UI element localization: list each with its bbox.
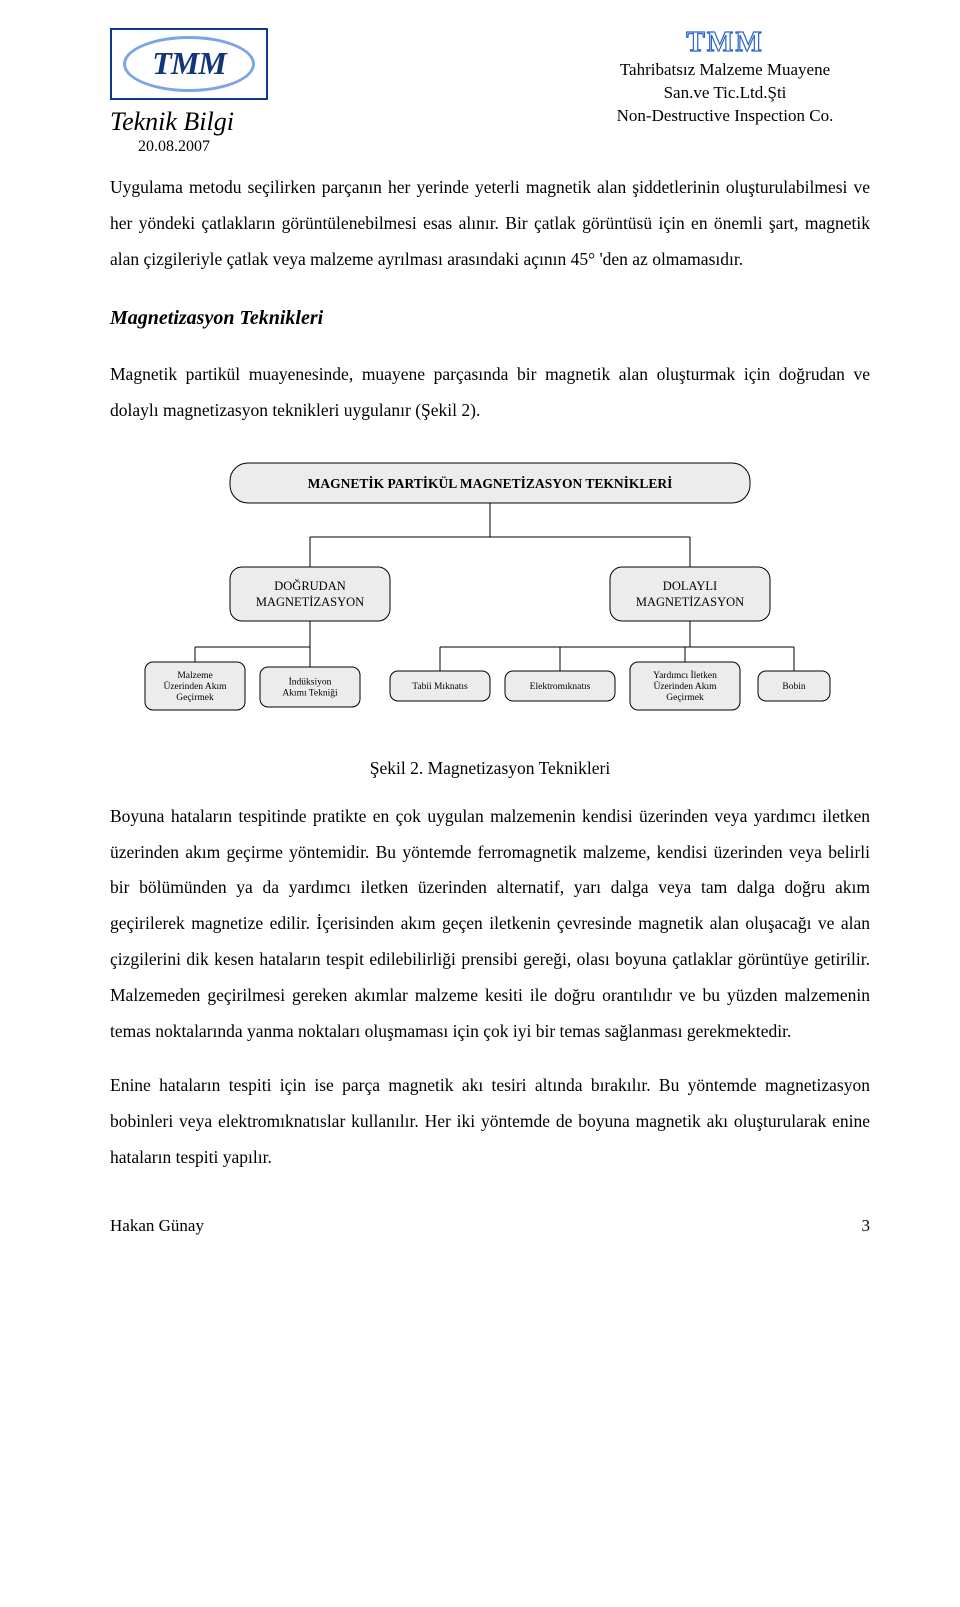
svg-text:Akımı Tekniği: Akımı Tekniği: [282, 688, 338, 698]
svg-text:MAGNETİZASYON: MAGNETİZASYON: [256, 595, 364, 609]
svg-text:Üzerinden Akım: Üzerinden Akım: [653, 680, 717, 692]
header-right-line1: Tahribatsız Malzeme Muayene: [580, 59, 870, 82]
section-title: Magnetizasyon Teknikleri: [110, 298, 870, 339]
header-left: TMM Teknik Bilgi 20.08.2007: [110, 28, 268, 156]
header-left-date: 20.08.2007: [138, 137, 268, 156]
svg-text:DOLAYLI: DOLAYLI: [663, 579, 717, 593]
paragraph-1: Uygulama metodu seçilirken parçanın her …: [110, 170, 870, 278]
svg-text:Geçirmek: Geçirmek: [176, 693, 214, 703]
header-right-outline: TMM: [580, 28, 870, 59]
header-right-line2: San.ve Tic.Ltd.Şti: [580, 82, 870, 105]
svg-text:Bobin: Bobin: [782, 682, 805, 692]
paragraph-3: Boyuna hataların tespitinde pratikte en …: [110, 799, 870, 1050]
magnetization-diagram: MAGNETİK PARTİKÜL MAGNETİZASYON TEKNİKLE…: [140, 457, 840, 717]
svg-text:İndüksiyon: İndüksiyon: [289, 675, 332, 687]
svg-text:Elektromıknatıs: Elektromıknatıs: [530, 682, 591, 692]
page-footer: Hakan Günay 3: [110, 1209, 870, 1244]
logo-text: TMM: [152, 31, 225, 97]
header-right: TMM Tahribatsız Malzeme Muayene San.ve T…: [580, 28, 870, 128]
svg-text:Yardımcı İletken: Yardımcı İletken: [653, 669, 717, 681]
paragraph-2: Magnetik partikül muayenesinde, muayene …: [110, 357, 870, 429]
footer-author: Hakan Günay: [110, 1209, 204, 1244]
diagram-container: MAGNETİK PARTİKÜL MAGNETİZASYON TEKNİKLE…: [110, 457, 870, 717]
svg-text:Geçirmek: Geçirmek: [666, 693, 704, 703]
svg-text:MAGNETİZASYON: MAGNETİZASYON: [636, 595, 744, 609]
svg-text:MAGNETİK PARTİKÜL MAGNETİZASYO: MAGNETİK PARTİKÜL MAGNETİZASYON TEKNİKLE…: [308, 476, 673, 491]
header-left-title: Teknik Bilgi: [110, 106, 268, 137]
svg-text:Üzerinden Akım: Üzerinden Akım: [163, 680, 227, 692]
svg-text:Malzeme: Malzeme: [177, 671, 212, 681]
svg-text:Tabii Mıknatıs: Tabii Mıknatıs: [412, 682, 468, 692]
svg-text:DOĞRUDAN: DOĞRUDAN: [274, 579, 346, 593]
footer-page-number: 3: [862, 1209, 871, 1244]
figure-caption: Şekil 2. Magnetizasyon Teknikleri: [110, 751, 870, 787]
header-right-line3: Non-Destructive Inspection Co.: [580, 105, 870, 128]
paragraph-4: Enine hataların tespiti için ise parça m…: [110, 1068, 870, 1176]
page-header: TMM Teknik Bilgi 20.08.2007 TMM Tahribat…: [110, 28, 870, 156]
logo-box: TMM: [110, 28, 268, 100]
